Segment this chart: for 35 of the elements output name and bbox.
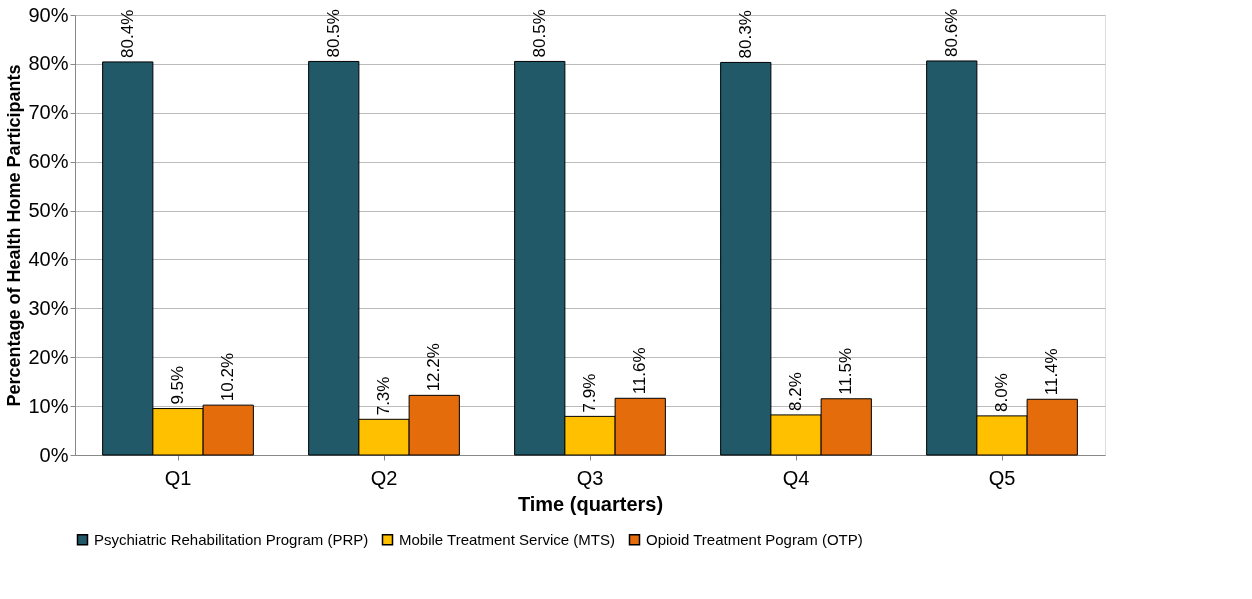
data-label: 80.6% (941, 8, 961, 57)
data-label: 7.9% (580, 373, 599, 413)
data-label: 80.5% (529, 9, 549, 58)
y-tick-label: 40% (28, 247, 69, 270)
data-label: 8.2% (786, 372, 805, 411)
x-tick-label: Q2 (370, 466, 398, 489)
x-tick-label: Q3 (576, 466, 604, 489)
data-label: 10.2% (218, 352, 238, 402)
data-label: 7.3% (374, 376, 393, 416)
data-label: 11.6% (630, 347, 650, 395)
legend-label: Psychiatric Rehabilitation Program (PRP) (94, 530, 369, 548)
y-tick-label: 80% (28, 52, 69, 75)
y-tick-label: 30% (28, 296, 69, 319)
y-axis-title: Percentage of Health Home Participants (4, 64, 25, 407)
legend-label: Mobile Treatment Service (MTS) (399, 530, 615, 548)
x-tick-label: Q4 (782, 466, 810, 489)
data-label: 11.4% (1042, 348, 1062, 396)
y-tick-label: 90% (28, 3, 69, 26)
data-label: 8.0% (992, 373, 1011, 412)
data-label: 11.5% (836, 347, 856, 395)
data-label: 9.5% (168, 365, 187, 405)
y-tick-label: 0% (39, 443, 69, 466)
y-tick-label: 50% (28, 199, 69, 222)
x-axis-title: Time (quarters) (517, 492, 664, 515)
y-tick-label: 10% (28, 394, 69, 417)
data-label: 80.4% (117, 9, 137, 58)
data-label: 80.3% (735, 10, 755, 59)
legend-label: Opioid Treatment Pogram (OTP) (646, 530, 863, 548)
data-label: 12.2% (424, 343, 444, 392)
y-tick-label: 20% (28, 345, 69, 368)
x-tick-label: Q1 (164, 466, 192, 489)
y-tick-label: 60% (28, 150, 69, 173)
data-label: 80.5% (323, 9, 343, 58)
x-tick-label: Q5 (988, 466, 1016, 489)
y-tick-label: 70% (28, 101, 69, 124)
